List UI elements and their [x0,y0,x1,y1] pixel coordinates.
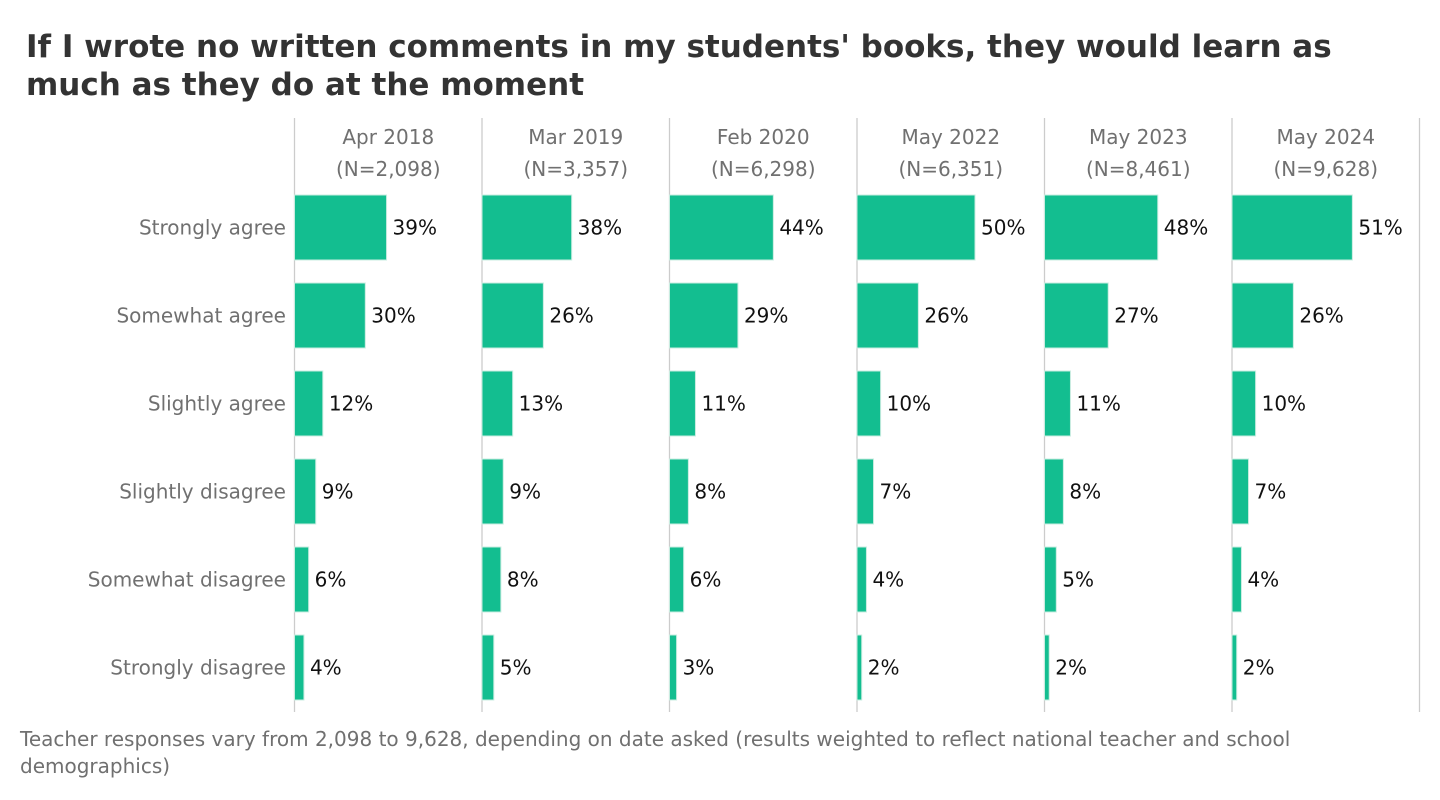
bar [481,546,502,613]
bar [856,370,882,437]
bar [669,194,774,261]
bar-value-label: 2% [868,656,900,680]
bar [856,194,976,261]
bar [856,458,875,525]
bar [1044,194,1159,261]
bar-value-label: 10% [1262,392,1306,416]
bar-value-label: 29% [744,304,788,328]
bar [294,194,388,261]
bar-value-label: 51% [1358,216,1402,240]
bar-value-label: 8% [507,568,539,592]
bar-value-label: 26% [1299,304,1343,328]
category-label: Somewhat agree [116,304,286,328]
bar [481,634,495,701]
bar-value-label: 8% [1069,480,1101,504]
bar [294,458,317,525]
panel-sample-size-label: (N=8,461) [1086,157,1191,181]
bar-value-label: 6% [690,568,722,592]
bar-value-label: 13% [519,392,563,416]
bar-value-label: 30% [371,304,415,328]
bar-value-label: 11% [701,392,745,416]
bar-value-label: 2% [1055,656,1087,680]
bar [1231,282,1294,349]
bar [294,370,324,437]
bar [1044,546,1057,613]
bar-value-label: 38% [578,216,622,240]
bar [669,546,685,613]
bar [1231,634,1238,701]
bar [481,370,514,437]
panel-date-label: Feb 2020 [717,125,810,149]
bar-value-label: 11% [1076,392,1120,416]
panel-sample-size-label: (N=6,298) [711,157,816,181]
panel-sample-size-label: (N=2,098) [336,157,441,181]
bar-value-label: 9% [509,480,541,504]
bar-value-label: 10% [887,392,931,416]
bar-value-label: 4% [310,656,342,680]
bar-value-label: 8% [694,480,726,504]
category-label: Slightly agree [148,392,286,416]
bar-value-label: 4% [872,568,904,592]
bar-value-label: 5% [1062,568,1094,592]
category-label: Strongly agree [139,216,286,240]
bar-value-label: 7% [1255,480,1287,504]
bar [856,282,919,349]
bar-value-label: 50% [981,216,1025,240]
bar [1044,458,1064,525]
bar [1044,370,1071,437]
bar [294,634,305,701]
bar-value-label: 3% [683,656,715,680]
bar [669,634,678,701]
chart-footnote: Teacher responses vary from 2,098 to 9,6… [20,727,1291,778]
bar [1231,458,1250,525]
panel-date-label: May 2024 [1276,125,1375,149]
bar-value-label: 26% [924,304,968,328]
bar [294,546,310,613]
bar-value-label: 48% [1164,216,1208,240]
panel-sample-size-label: (N=3,357) [523,157,628,181]
bar [1044,634,1050,701]
bar [856,546,867,613]
bar [481,458,504,525]
panel-date-label: Apr 2018 [342,125,434,149]
bar [1231,546,1242,613]
bar-value-label: 26% [549,304,593,328]
panel-sample-size-label: (N=9,628) [1273,157,1378,181]
bar [669,282,739,349]
bar [481,194,573,261]
category-label: Slightly disagree [119,480,286,504]
bar-value-label: 12% [329,392,373,416]
category-label: Somewhat disagree [88,568,286,592]
bar-value-label: 4% [1247,568,1279,592]
bar [669,458,689,525]
bar-value-label: 9% [322,480,354,504]
bar-value-label: 5% [500,656,532,680]
panel-date-label: May 2023 [1089,125,1188,149]
bar-value-label: 27% [1114,304,1158,328]
bar [1231,194,1353,261]
chart-title: If I wrote no written comments in my stu… [26,29,1332,103]
panel-date-label: May 2022 [901,125,1000,149]
bar-value-label: 6% [315,568,347,592]
bar [1231,370,1257,437]
category-label: Strongly disagree [110,656,286,680]
bar-value-label: 7% [880,480,912,504]
panel-date-label: Mar 2019 [528,125,623,149]
bar-value-label: 39% [393,216,437,240]
bar [856,634,863,701]
panel-sample-size-label: (N=6,351) [898,157,1003,181]
bar-value-label: 2% [1243,656,1275,680]
bar [669,370,696,437]
bar [294,282,366,349]
bar [1044,282,1109,349]
bar [481,282,544,349]
bar-value-label: 44% [779,216,823,240]
